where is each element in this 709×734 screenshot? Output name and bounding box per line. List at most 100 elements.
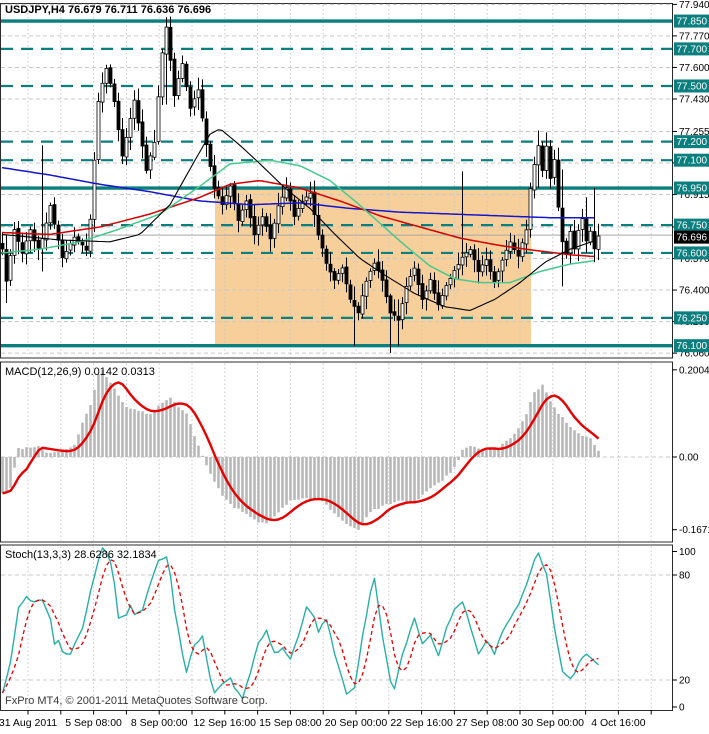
candle-body: [16, 227, 21, 242]
price-level-badge: [674, 14, 709, 28]
candle-body: [80, 242, 85, 246]
candle-body: [528, 188, 533, 230]
date-label: 15 Sep 08:00: [259, 717, 322, 729]
candle-body: [116, 100, 121, 131]
candle-body: [328, 263, 333, 273]
candle-body: [200, 89, 205, 119]
candle-body: [248, 199, 253, 219]
candle-body: [112, 83, 117, 103]
candle-body: [504, 249, 509, 260]
price-level-badge-label: 76.250: [677, 313, 708, 324]
candle-body: [164, 26, 169, 55]
current-price-badge: [674, 230, 709, 244]
candle-body: [324, 248, 329, 264]
candle-body: [12, 229, 17, 256]
candle-body: [172, 58, 177, 97]
candle-body: [4, 249, 9, 282]
candle-body: [544, 145, 549, 171]
price-tick-label: 76.060: [679, 349, 709, 360]
price-level-badge-label: 77.500: [677, 81, 708, 92]
stoch-axis-label: 100: [679, 547, 696, 558]
candle-body: [156, 96, 161, 142]
price-level-badge: [674, 42, 709, 56]
candle-body: [272, 222, 277, 239]
stoch-d-line: [1, 559, 599, 694]
price-level-badge: [674, 181, 709, 195]
candle-body: [580, 218, 585, 230]
candle-body: [532, 164, 537, 191]
candle-body: [184, 63, 189, 88]
candle-body: [160, 52, 165, 98]
candle-body: [404, 286, 409, 303]
candle-body: [300, 200, 305, 209]
candle-body: [152, 142, 157, 158]
candle-body: [92, 159, 97, 220]
macd-signal-line: [2, 381, 600, 526]
candle-body: [36, 239, 41, 249]
candle-body: [88, 218, 93, 252]
candle-body: [584, 218, 589, 242]
candle-body: [260, 216, 265, 226]
date-label: 20 Sep 00:00: [325, 717, 388, 729]
candle-body: [276, 205, 281, 225]
candle-body: [348, 284, 353, 300]
candle-body: [40, 238, 45, 250]
candle-body: [100, 82, 105, 103]
candle-body: [376, 261, 381, 272]
candle-body: [520, 242, 525, 258]
macd-panel[interactable]: [0, 361, 673, 543]
candle-body: [420, 283, 425, 300]
candle-body: [344, 266, 349, 285]
candle-body: [560, 207, 565, 243]
candle-body: [416, 268, 421, 286]
price-level-badge-label: 76.950: [677, 184, 708, 195]
candle-body: [316, 215, 321, 236]
price-level-badge: [674, 153, 709, 167]
price-level-badge: [674, 246, 709, 260]
candle-body: [264, 216, 269, 227]
candle-body: [364, 280, 369, 297]
candle-body: [412, 267, 417, 276]
candle-body: [148, 155, 153, 171]
candle-body: [104, 68, 109, 84]
stoch-panel[interactable]: [0, 544, 673, 711]
candle-body: [236, 203, 241, 221]
candle-body: [204, 118, 209, 145]
candle-body: [124, 136, 129, 158]
ma-red: [1, 180, 595, 258]
candle-body: [120, 129, 125, 157]
stoch-axis-label: 80: [679, 571, 691, 582]
candle-body: [444, 285, 449, 297]
candle-body: [228, 185, 233, 197]
candle-body: [192, 98, 197, 108]
price-tick-label: 77.770: [679, 31, 709, 42]
candle-body: [132, 99, 137, 119]
date-label: 4 Oct 16:00: [591, 717, 645, 729]
price-level-badge-label: 77.100: [677, 156, 708, 167]
date-label: 5 Sep 08:00: [65, 717, 122, 729]
candle-body: [440, 294, 445, 307]
candle-body: [340, 267, 345, 274]
candle-body: [400, 303, 405, 321]
candle-body: [304, 196, 309, 202]
candle-body: [484, 259, 489, 266]
candle-body: [576, 229, 581, 250]
candle-body: [388, 295, 393, 314]
candle-body: [452, 270, 457, 279]
price-level-badge-label: 77.200: [677, 137, 708, 148]
candle-body: [552, 159, 557, 178]
date-label: 30 Sep 00:00: [522, 717, 585, 729]
candle-body: [540, 145, 545, 171]
candle-body: [96, 101, 101, 161]
macd-axis-label: 0.00: [679, 453, 699, 464]
price-level-badge-label: 77.700: [677, 44, 708, 55]
moving-averages-layer: [1, 129, 595, 311]
ma-black: [1, 129, 595, 311]
date-label: 27 Sep 08:00: [456, 717, 519, 729]
candle-body: [136, 100, 141, 124]
candle-body: [252, 216, 257, 236]
candle-body: [180, 63, 185, 79]
candle-body: [168, 26, 173, 61]
